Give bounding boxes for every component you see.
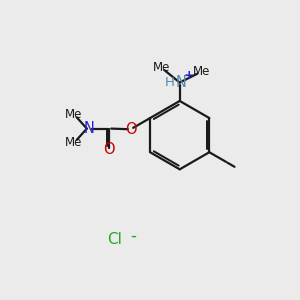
Text: Me: Me xyxy=(153,61,170,74)
Text: N: N xyxy=(84,121,94,136)
Text: -: - xyxy=(131,227,137,245)
Text: Cl: Cl xyxy=(107,232,122,247)
Text: O: O xyxy=(125,122,136,137)
Text: Me: Me xyxy=(65,136,82,149)
Text: H: H xyxy=(164,76,174,89)
Text: O: O xyxy=(103,142,115,157)
Text: Me: Me xyxy=(192,65,210,78)
Text: Me: Me xyxy=(65,108,82,121)
Text: N: N xyxy=(176,75,187,90)
Text: +: + xyxy=(183,70,194,83)
